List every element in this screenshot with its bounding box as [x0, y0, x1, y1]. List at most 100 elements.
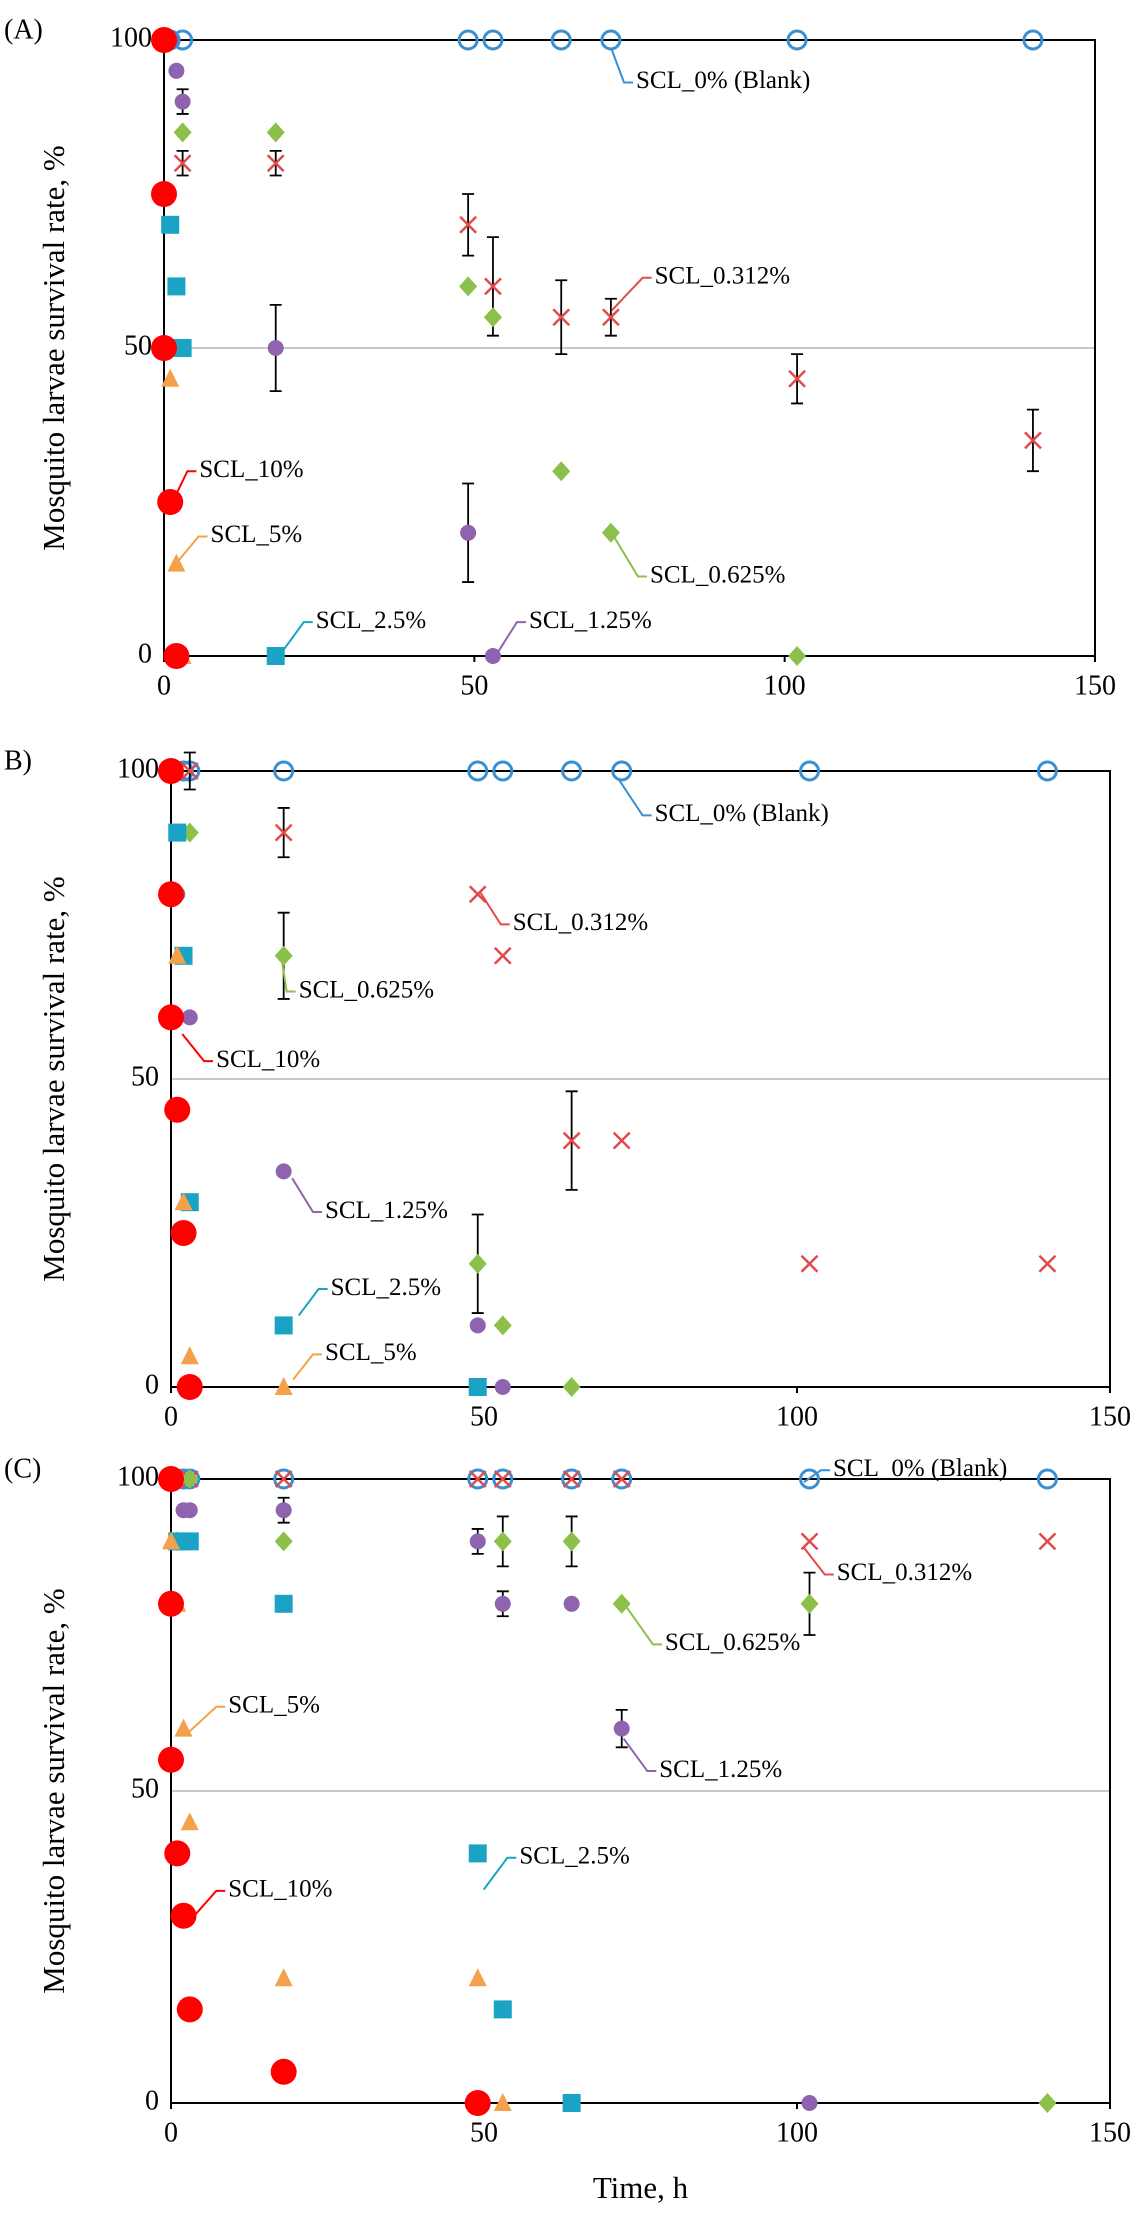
point — [176, 1374, 203, 1400]
point — [161, 215, 180, 234]
series-label: SCL_1.25% — [659, 1756, 782, 1783]
panel: (A) Mosquito larvae survival rate, % 0 50 10… — [4, 14, 1116, 701]
point — [168, 945, 187, 964]
point — [174, 1718, 193, 1737]
point — [493, 2000, 512, 2019]
callout-line — [618, 779, 652, 817]
point — [274, 823, 293, 842]
point — [180, 1346, 199, 1365]
point — [612, 1131, 631, 1150]
callout-line — [622, 1737, 657, 1773]
series: SCL_1.25% — [169, 886, 511, 1395]
point — [167, 553, 186, 572]
point — [550, 29, 572, 51]
series-label: SCL_0.312% — [513, 909, 648, 936]
point — [273, 760, 295, 782]
point — [786, 29, 808, 51]
callout-line — [479, 891, 510, 926]
point — [168, 823, 187, 842]
point — [1038, 1254, 1057, 1273]
series: SCL_0.625% — [180, 822, 581, 1397]
point — [800, 1254, 819, 1273]
point — [464, 2090, 491, 2116]
point — [493, 2093, 512, 2111]
point — [180, 1532, 199, 1551]
series: SCL_2.5% — [168, 823, 487, 1396]
point — [167, 277, 186, 296]
callout-line — [184, 1705, 226, 1737]
point — [469, 1317, 486, 1334]
series: SCL_0.312% — [180, 1470, 1057, 1586]
plot-frame — [170, 1478, 1111, 2104]
point — [273, 1468, 295, 1490]
series-label: SCL_5% — [228, 1691, 320, 1718]
point — [158, 1590, 184, 1617]
series: SCL_2.5% — [168, 1532, 630, 2112]
point — [563, 1595, 580, 1612]
point — [158, 758, 184, 784]
series-label: SCL_0% (Blank) — [655, 800, 829, 827]
point — [162, 1531, 180, 1550]
point — [800, 1532, 819, 1551]
point — [274, 1377, 293, 1395]
point — [483, 307, 502, 328]
point — [562, 1470, 581, 1488]
series: SCL_5% — [162, 1531, 512, 2111]
point — [493, 946, 512, 965]
point — [163, 643, 190, 669]
point — [275, 1502, 292, 1519]
series-label: SCL_10% — [199, 456, 303, 483]
point — [562, 1377, 581, 1397]
point — [468, 1470, 487, 1488]
callout-line — [482, 1856, 517, 1891]
point — [158, 1746, 184, 1773]
point — [158, 1466, 184, 1492]
series-label: SCL_5% — [211, 521, 303, 548]
point — [1036, 1468, 1058, 1490]
point — [552, 461, 571, 482]
series-label: SCL_0.312% — [655, 263, 790, 290]
point — [492, 760, 514, 782]
point — [174, 1192, 193, 1211]
x-tick-label: 0 — [164, 1401, 178, 1432]
point — [561, 1468, 583, 1490]
point — [180, 1469, 199, 1489]
point — [1024, 431, 1042, 450]
point — [174, 93, 191, 110]
x-axis-label: Time, h — [593, 2170, 689, 2205]
point — [274, 1316, 293, 1335]
point — [181, 1502, 198, 1519]
point — [170, 1220, 197, 1246]
callout-line — [611, 276, 652, 312]
point — [266, 122, 285, 143]
series-label: SCL_0.625% — [299, 976, 434, 1003]
point — [173, 154, 192, 173]
point — [274, 1470, 293, 1488]
point — [468, 1253, 487, 1274]
point — [1038, 2093, 1057, 2113]
point — [552, 308, 571, 327]
y-tick-label: 50 — [131, 1061, 159, 1092]
point — [173, 339, 192, 357]
series: SCL_0.312% — [180, 751, 1057, 1273]
point — [493, 1470, 512, 1488]
point — [467, 1468, 489, 1490]
x-tick-label: 150 — [1074, 670, 1116, 701]
point — [611, 1468, 633, 1490]
panel-label: B) — [4, 745, 32, 776]
callout-line — [803, 1547, 834, 1576]
callout-line — [176, 535, 208, 564]
point — [468, 885, 487, 904]
callout-line — [610, 49, 634, 84]
point — [459, 276, 478, 297]
callout-line — [292, 1353, 322, 1381]
point — [164, 1096, 191, 1123]
point — [181, 1009, 198, 1026]
x-tick-label: 0 — [164, 2117, 178, 2148]
callout-line — [613, 537, 647, 578]
x-tick-label: 100 — [776, 1401, 818, 1432]
point — [799, 1468, 821, 1490]
point — [601, 522, 620, 543]
y-axis-label: Mosquito larvae survival rate, % — [36, 1588, 71, 1993]
point — [180, 762, 199, 780]
